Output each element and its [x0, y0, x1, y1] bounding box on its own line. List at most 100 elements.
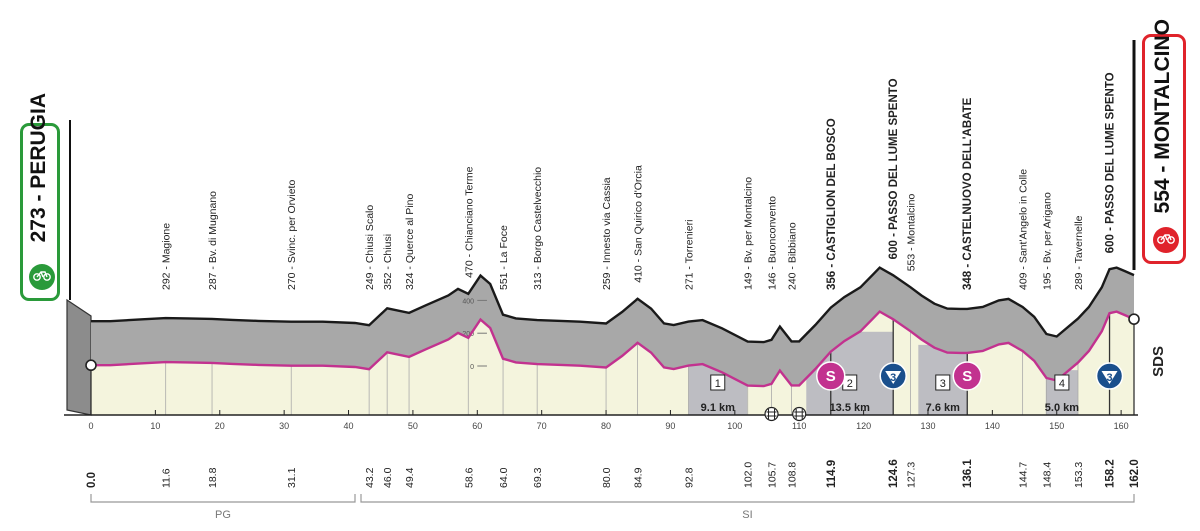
sector-length-4: 5.0 km: [1045, 402, 1079, 414]
x-tick-label-13: 130: [920, 421, 935, 431]
marker-symbol-0: S: [826, 368, 836, 385]
place-km-2: 18.8: [207, 467, 219, 488]
region-label-0: PG: [215, 509, 231, 521]
place-label-5: 352 - Chiusi: [382, 234, 394, 290]
start-bike-badge: [29, 264, 55, 290]
brand-logo: SDS: [1150, 346, 1167, 377]
place-km-17: 124.6: [888, 459, 900, 488]
place-km-1: 11.6: [161, 468, 173, 488]
place-label-13: 149 - Bv. per Montalcino: [743, 177, 755, 290]
place-label-18: 553 - Montalcino: [906, 193, 918, 271]
finish-bike-badge: [1153, 227, 1179, 253]
sector-number-box-3: [935, 374, 951, 391]
place-km-16: 114.9: [826, 460, 838, 488]
sector-number-box-4: [1054, 374, 1070, 391]
place-km-6: 49.4: [404, 467, 416, 488]
place-km-0: 0.0: [86, 472, 98, 488]
place-km-10: 80.0: [601, 467, 613, 488]
sprint-marker-2: [952, 361, 982, 391]
place-km-12: 92.8: [683, 467, 695, 488]
sector-number-3: 3: [940, 378, 946, 390]
place-km-11: 84.9: [633, 467, 645, 488]
place-label-8: 551 - La Foce: [498, 225, 510, 290]
place-label-1: 292 - Magione: [161, 223, 173, 290]
place-label-9: 313 - Borgo Castelvecchio: [532, 167, 544, 290]
place-label-15: 240 - Bibbiano: [786, 222, 798, 290]
finish-dot: [1128, 313, 1140, 325]
profile-top-line: [91, 266, 1135, 344]
place-label-2: 287 - Bv. di Mugnano: [207, 191, 219, 290]
place-km-14: 105.7: [767, 462, 779, 488]
place-label-12: 271 - Torrenieri: [683, 220, 695, 290]
y-tick-label-0: 0: [470, 364, 474, 371]
rail-crossing-icon-1: [792, 406, 807, 422]
x-tick-label-15: 150: [1049, 421, 1064, 431]
bicycle-icon: [33, 271, 51, 281]
marker-symbol-3: 3: [1106, 372, 1112, 384]
place-km-22: 153.3: [1073, 462, 1085, 488]
sector-number-1: 1: [715, 378, 721, 390]
x-tick-label-6: 60: [472, 421, 482, 431]
place-km-8: 64.0: [498, 467, 510, 488]
place-label-19: 348 - CASTELNUOVO DELL'ABATE: [962, 97, 974, 290]
place-km-18: 127.3: [906, 462, 918, 488]
place-km-3: 31.1: [286, 467, 298, 488]
x-tick-label-10: 100: [727, 421, 742, 431]
place-label-11: 410 - San Quirico d'Orcia: [633, 165, 645, 283]
y-tick-label-1: 200: [462, 331, 474, 338]
marker-symbol-2: S: [962, 368, 972, 385]
sector-number-box-1: [710, 374, 726, 391]
sector-length-3: 7.6 km: [926, 402, 960, 414]
kom-triangle-1: [885, 371, 902, 384]
place-km-9: 69.3: [532, 467, 544, 488]
sprint-marker-0: [816, 361, 846, 391]
place-label-22: 289 - Tavernelle: [1073, 215, 1085, 290]
profile-relief-band: [91, 267, 1134, 387]
route-line: [91, 310, 1135, 388]
sector-length-1: 9.1 km: [701, 402, 735, 414]
place-label-14: 146 - Buonconvento: [767, 196, 779, 290]
marker-symbol-1: 3: [890, 372, 896, 384]
place-label-4: 249 - Chiusi Scalo: [364, 205, 376, 290]
place-km-7: 58.6: [463, 467, 475, 488]
finish-town-label: 554 - MONTALCINO: [1142, 19, 1186, 264]
x-tick-label-4: 40: [344, 421, 354, 431]
x-tick-label-9: 90: [665, 421, 675, 431]
place-km-19: 136.1: [962, 459, 974, 488]
place-km-20: 144.7: [1018, 462, 1030, 488]
rail-crossing-lines-0: [766, 409, 777, 419]
y-tick-label-2: 400: [462, 298, 474, 305]
place-km-24: 162.0: [1129, 459, 1141, 488]
region-bracket-1: [360, 494, 1135, 503]
place-label-6: 324 - Querce al Pino: [404, 194, 416, 290]
place-label-7: 470 - Chianciano Terme: [463, 166, 475, 277]
place-label-10: 259 - Innesto via Cassia: [601, 177, 613, 290]
place-label-21: 195 - Bv. per Arigano: [1041, 192, 1053, 290]
x-tick-label-7: 70: [537, 421, 547, 431]
rail-crossing-icon-0: [764, 406, 779, 422]
region-label-1: SI: [742, 509, 752, 521]
x-tick-label-3: 30: [279, 421, 289, 431]
place-km-15: 108.8: [786, 462, 798, 488]
start-town-name: 273 - PERUGIA: [27, 92, 50, 242]
place-km-21: 148.4: [1041, 462, 1053, 488]
x-tick-label-8: 80: [601, 421, 611, 431]
start-dot: [85, 359, 97, 372]
x-tick-label-14: 140: [985, 421, 1000, 431]
place-label-16: 356 - CASTIGLION DEL BOSCO: [826, 118, 838, 290]
x-tick-label-2: 20: [215, 421, 225, 431]
place-label-20: 409 - Sant'Angelo in Colle: [1018, 169, 1030, 290]
place-km-13: 102.0: [743, 462, 755, 488]
sector-number-4: 4: [1059, 378, 1065, 390]
x-tick-label-1: 10: [150, 421, 160, 431]
place-km-23: 158.2: [1105, 459, 1117, 488]
sector-length-2: 13.5 km: [830, 402, 871, 414]
place-label-17: 600 - PASSO DEL LUME SPENTO: [888, 78, 900, 259]
x-tick-label-12: 120: [856, 421, 871, 431]
place-km-4: 43.2: [364, 467, 376, 488]
start-town-label: 273 - PERUGIA: [20, 93, 60, 301]
bicycle-icon: [1157, 234, 1175, 244]
x-tick-label-0: 0: [88, 421, 93, 431]
x-tick-label-16: 160: [1114, 421, 1129, 431]
